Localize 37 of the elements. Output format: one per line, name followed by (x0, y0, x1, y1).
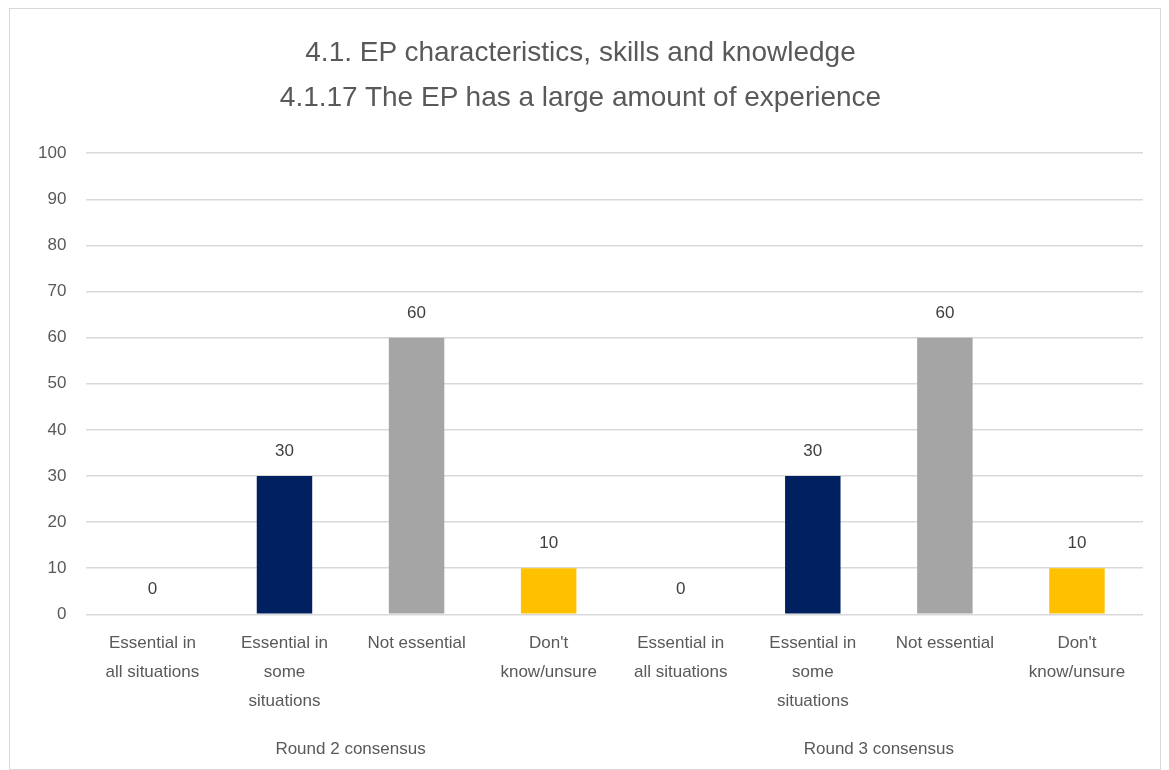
x-tick-label: Don't know/unsure (1028, 632, 1126, 681)
x-tick-label: Essential in all situations (105, 632, 200, 681)
bar (388, 337, 445, 614)
data-label: 60 (407, 302, 427, 322)
y-tick-label: 100 (37, 142, 67, 162)
y-tick-label: 40 (47, 419, 67, 439)
x-tick-label: Essential in all situations (633, 632, 728, 681)
y-tick-label: 50 (47, 373, 67, 393)
x-tick-label: Essential in some situations (769, 632, 857, 711)
text: Round 2 consensus (275, 739, 426, 759)
bar (256, 475, 313, 614)
data-label: 10 (1067, 533, 1087, 553)
y-tick-label: 60 (47, 327, 67, 347)
bar (917, 337, 973, 614)
data-label: 60 (935, 302, 955, 322)
x-tick-label: Essential in some situations (241, 632, 328, 711)
chart-subtitle: 4.1.17 The EP has a large amount of experience (279, 81, 882, 113)
x-tick-label: Not essential (895, 632, 995, 652)
y-tick-label: 0 (56, 603, 67, 623)
y-tick-label: 20 (47, 511, 67, 531)
y-tick-label: 30 (47, 465, 67, 485)
x-tick-label: Don't know/unsure (500, 632, 597, 681)
y-tick-label: 70 (47, 281, 67, 301)
chart-title: 4.1. EP characteristics, skills and knowledge (305, 35, 856, 67)
data-label: 30 (275, 441, 294, 461)
y-tick-label: 10 (47, 557, 67, 577)
y-tick-label: 90 (47, 189, 67, 208)
y-tick-label: 80 (47, 235, 67, 255)
bar (785, 475, 841, 614)
text: Round 3 consensus (803, 739, 954, 759)
bar (520, 568, 577, 614)
x-tick-label: Not essential (367, 632, 466, 652)
data-label: 30 (803, 441, 823, 461)
data-label: 10 (539, 533, 559, 553)
data-label: 0 (675, 579, 686, 599)
bar (1049, 568, 1105, 614)
data-label: 0 (147, 579, 158, 599)
